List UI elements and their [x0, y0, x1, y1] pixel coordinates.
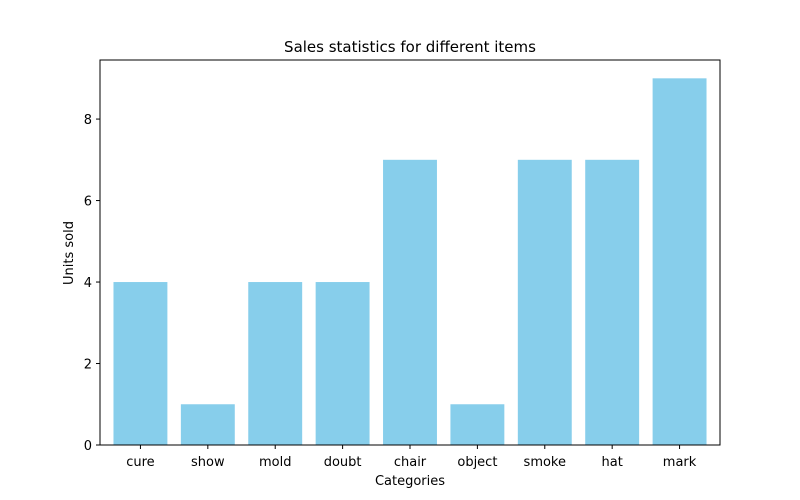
y-tick-label: 2	[84, 358, 92, 373]
y-tick-label: 4	[84, 276, 92, 291]
bar-smoke	[517, 159, 572, 445]
x-tick-label: mold	[259, 455, 291, 470]
bar-chair	[383, 159, 437, 445]
x-tick-label: mark	[663, 455, 697, 470]
bar-cure	[113, 282, 168, 445]
bar-mold	[248, 282, 303, 445]
bar-doubt	[315, 282, 370, 445]
x-tick-label: doubt	[324, 455, 362, 470]
x-tick-label: show	[191, 455, 225, 470]
y-tick-label: 0	[84, 439, 92, 454]
y-tick-label: 6	[84, 195, 92, 210]
bar-mark	[652, 78, 707, 445]
x-axis-label: Categories	[375, 474, 445, 489]
bar-hat	[585, 159, 640, 445]
bar-show	[180, 404, 235, 445]
x-tick-label: cure	[126, 455, 154, 470]
x-tick-label: smoke	[524, 455, 566, 470]
x-tick-label: hat	[602, 455, 623, 470]
y-axis-label: Units sold	[62, 221, 77, 285]
x-tick-label: object	[457, 455, 497, 470]
x-tick-label: chair	[394, 455, 427, 470]
y-tick-label: 8	[84, 113, 92, 128]
chart-title: Sales statistics for different items	[284, 38, 536, 56]
bar-object	[450, 404, 505, 445]
plot-area: cure show mold doubt chair object smoke hat mark…	[84, 59, 721, 470]
